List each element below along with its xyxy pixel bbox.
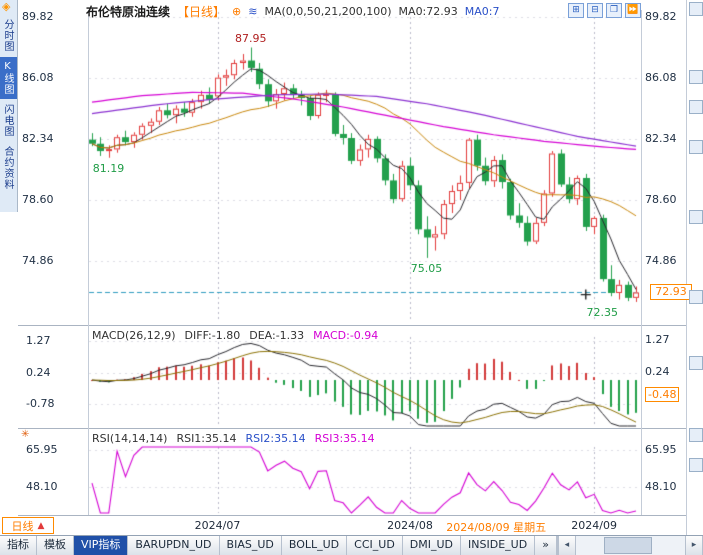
xaxis-label-2024/08: 2024/08: [387, 519, 433, 532]
macd-tick-right: 1.27: [645, 333, 670, 346]
rsi-tick-right: 48.10: [645, 480, 677, 493]
split-horizontal-icon[interactable]: ⊟: [587, 3, 603, 18]
bottom-tab-CCI_UD[interactable]: CCI_UD: [347, 536, 403, 555]
splitter-handle[interactable]: [689, 356, 703, 370]
window-controls: ⊞ ⊟ ❐ ⏩: [568, 3, 641, 18]
xaxis-label-2024/07: 2024/07: [194, 519, 241, 532]
price-tick-right: 82.34: [645, 132, 677, 145]
macd-tick-right: 0.24: [645, 364, 670, 378]
indicator-tabs: 指标 模板 VIP指标 BARUPDN_UD BIAS_UD BOLL_UD CCI_UD D…: [0, 536, 557, 555]
sidebar-tab-闪电图[interactable]: 闪电图: [2, 104, 13, 137]
rsi-values: RSI1:35.14 RSI2:35.14 RSI3:35.14: [176, 432, 374, 445]
divider-rsi-axis: [18, 515, 686, 516]
macd-value: MACD:-0.94: [313, 329, 379, 342]
bottom-tab-BOLL_UD[interactable]: BOLL_UD: [281, 536, 348, 555]
rsi-header: RSI(14,14,14) RSI1:35.14 RSI2:35.14 RSI3:3…: [92, 432, 375, 445]
annotation-75.05: 75.05: [410, 261, 443, 275]
sidebar-tab-K线图[interactable]: K线图: [0, 57, 17, 99]
scrollbar-thumb[interactable]: [603, 537, 652, 554]
price-tick-left: 82.34: [22, 132, 54, 145]
splitter-handle[interactable]: [689, 2, 703, 16]
period-selector[interactable]: 日线 ▲: [2, 517, 54, 534]
bottom-tab-VIP指标[interactable]: VIP指标: [74, 536, 129, 555]
splitter-handle[interactable]: [689, 100, 703, 114]
rsi-tick-right: 65.95: [645, 443, 677, 456]
rsi-tick-left: 48.10: [26, 480, 58, 493]
cascade-windows-icon[interactable]: ❐: [606, 3, 622, 18]
sidebar-tabs: 分时图 K线图闪电图合约资料: [0, 14, 17, 195]
grid-layout-icon[interactable]: ⊞: [568, 3, 584, 18]
bottom-tab-INSIDE_UD[interactable]: INSIDE_UD: [461, 536, 536, 555]
period-tag[interactable]: 【日线】: [177, 5, 226, 19]
price-tick-left: 89.82: [22, 10, 54, 23]
bottom-tab-bar: 指标 模板 VIP指标 BARUPDN_UD BIAS_UD BOLL_UD CCI_UD D…: [0, 535, 703, 555]
splitter-handle[interactable]: [689, 428, 703, 442]
indicator-settings-icon[interactable]: ✳: [21, 429, 30, 440]
divider-main-macd[interactable]: [18, 325, 686, 326]
xaxis-highlight-date: 2024/08/09 星期五: [446, 521, 547, 534]
bottom-tab-DMI_UD[interactable]: DMI_UD: [402, 536, 462, 555]
price-tick-left: 78.60: [22, 193, 54, 206]
annotation-72.35: 72.35: [586, 305, 619, 319]
scrollbar-track[interactable]: [575, 536, 685, 555]
price-tick-right: 78.60: [645, 193, 677, 206]
splitter-handle[interactable]: [689, 70, 703, 84]
sidebar-tab-分时图[interactable]: 分时图: [2, 19, 13, 52]
xaxis-label-2024/09: 2024/09: [571, 519, 617, 532]
splitter-handle[interactable]: [689, 140, 703, 154]
left-sidebar: 分时图 K线图闪电图合约资料: [0, 0, 18, 212]
annotation-81.19: 81.19: [92, 161, 125, 175]
rsi-value-3: RSI3:35.14: [314, 432, 375, 445]
rail-border: [686, 0, 687, 536]
period-label: 日线: [11, 519, 34, 533]
bottom-tab-BIAS_UD[interactable]: BIAS_UD: [219, 536, 282, 555]
rsi-value-1: RSI1:35.14: [176, 432, 237, 445]
splitter-handle[interactable]: [689, 290, 703, 304]
chart-header: 布伦特原油连续 【日线】 ⊕ ≋ MA(0,0,50,21,200,100) M…: [86, 3, 499, 20]
bottom-tab-BARUPDN_UD[interactable]: BARUPDN_UD: [128, 536, 220, 555]
price-tick-right: 86.08: [645, 71, 677, 84]
price-tick-left: 86.08: [22, 71, 54, 84]
plot-right-border: [641, 10, 642, 515]
bottom-tab-指标[interactable]: 指标: [0, 536, 37, 555]
splitter-handle[interactable]: [689, 458, 703, 472]
ma-settings-label: MA(0,0,50,21,200,100): [264, 5, 392, 18]
diamond-icon[interactable]: ◈: [2, 0, 11, 13]
macd-tick-left: 1.27: [26, 334, 51, 347]
price-tick-left: 74.86: [22, 254, 54, 267]
fast-forward-icon[interactable]: ⏩: [625, 3, 641, 18]
bottom-tab-»[interactable]: »: [535, 536, 557, 555]
macd-diff-value: DIFF:-1.80: [184, 329, 241, 342]
period-up-arrow: ▲: [37, 520, 45, 531]
add-indicator-icon[interactable]: ⊕: [232, 5, 242, 18]
macd-tick-left: 0.24: [26, 365, 51, 379]
symbol-title: 布伦特原油连续: [86, 5, 171, 19]
current-price-box: 72.93: [650, 284, 692, 301]
macd-dea-value: DEA:-1.33: [249, 329, 305, 342]
rsi-title: RSI(14,14,14): [92, 432, 168, 445]
scroll-right-button[interactable]: ▸: [685, 536, 703, 555]
rsi-tick-left: 65.95: [26, 443, 58, 456]
macd-title: MACD(26,12,9): [92, 329, 176, 342]
macd-tick-left: -0.78: [26, 397, 55, 410]
rsi-value-2: RSI2:35.14: [245, 432, 306, 445]
plot-left-border: [88, 10, 89, 515]
chart-style-icon[interactable]: ≋: [248, 5, 258, 18]
splitter-handle[interactable]: [689, 210, 703, 224]
price-tick-right: 74.86: [645, 254, 677, 267]
price-tick-right: 89.82: [645, 10, 677, 23]
macd-header: MACD(26,12,9) DIFF:-1.80 DEA:-1.33 MACD:…: [92, 329, 378, 342]
bottom-tab-模板[interactable]: 模板: [37, 536, 74, 555]
divider-macd-rsi[interactable]: [18, 428, 686, 429]
sidebar-tab-合约资料[interactable]: 合约资料: [2, 146, 13, 190]
annotation-87.95: 87.95: [235, 31, 267, 45]
ma-value-2: MA0:7: [464, 5, 500, 18]
ma-value-1: MA0:72.93: [398, 5, 458, 18]
horizontal-scrollbar[interactable]: ◂ ▸: [556, 536, 703, 555]
scroll-left-button[interactable]: ◂: [557, 536, 576, 555]
macd-tick-right: -0.48: [645, 386, 680, 402]
